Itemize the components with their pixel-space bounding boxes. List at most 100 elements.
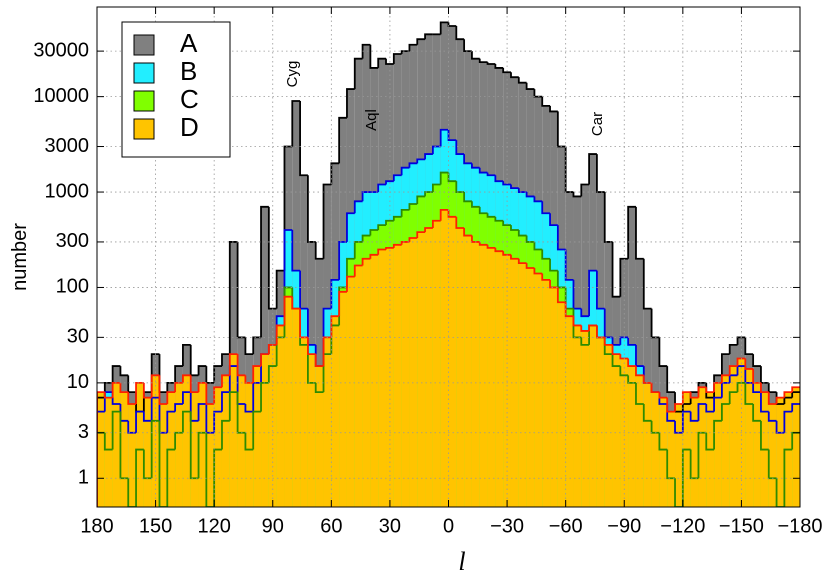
legend-swatch [133, 62, 155, 84]
histogram-outline [556, 225, 566, 251]
histogram-outline [525, 235, 535, 243]
histogram-outline [494, 247, 504, 253]
histogram-outline [431, 183, 441, 193]
histogram-outline [346, 275, 355, 292]
histogram-outline [478, 241, 488, 246]
histogram-bar [425, 227, 433, 507]
legend-swatch [133, 90, 155, 112]
histogram-bar [292, 308, 301, 507]
histogram-bar [604, 344, 613, 507]
histogram-outline [775, 478, 785, 507]
histogram-outline [455, 26, 465, 41]
histogram-outline [439, 128, 449, 147]
histogram-outline [197, 381, 207, 393]
histogram-bar [198, 382, 207, 507]
histogram-outline [619, 366, 629, 377]
histogram-outline [244, 432, 254, 451]
histogram-bar [745, 368, 754, 507]
histogram-outline [752, 354, 761, 367]
histogram-bar [714, 382, 722, 507]
histogram-outline [330, 279, 340, 309]
legend-swatch [133, 34, 155, 56]
histogram-outline [572, 192, 582, 198]
histogram-outline [728, 365, 738, 376]
histogram-outline [744, 358, 754, 370]
histogram-outline [197, 431, 207, 479]
histogram-bar [643, 382, 652, 507]
histogram-outline [697, 403, 707, 421]
histogram-bar [206, 404, 215, 507]
histogram-bar [97, 392, 105, 507]
histogram-bar [261, 354, 269, 507]
histogram-bar [518, 263, 527, 507]
histogram-outline [478, 167, 488, 174]
histogram-outline [385, 219, 394, 226]
histogram-outline [314, 382, 324, 394]
histogram-outline [369, 229, 379, 236]
y-tick-label: 1000 [45, 180, 90, 202]
histogram-bar [346, 276, 355, 507]
histogram-outline [580, 308, 590, 318]
histogram-outline [705, 432, 715, 451]
histogram-outline [369, 253, 379, 259]
histogram-outline [580, 183, 590, 197]
histogram-outline [236, 241, 246, 339]
histogram-outline [408, 43, 418, 52]
histogram-outline [252, 365, 262, 383]
histogram-outline [525, 263, 535, 269]
histogram-outline [760, 420, 769, 451]
histogram-outline [549, 279, 558, 289]
legend-label: D [180, 112, 199, 142]
histogram-outline [611, 354, 621, 367]
histogram-outline [205, 382, 215, 405]
histogram-outline [424, 227, 433, 233]
histogram-outline [674, 403, 683, 412]
histogram-outline [205, 366, 215, 384]
histogram-outline [97, 391, 105, 507]
histogram-outline [486, 62, 496, 65]
histogram-outline [385, 180, 394, 185]
histogram-outline [658, 392, 668, 399]
histogram-outline [580, 337, 590, 346]
histogram-outline [494, 216, 504, 222]
histogram-outline [127, 478, 137, 507]
histogram-bar [175, 382, 183, 507]
histogram-outline [588, 269, 597, 317]
histogram-outline [221, 391, 230, 412]
x-axis-label: l [458, 547, 465, 576]
histogram-outline [549, 258, 558, 272]
histogram-outline [322, 183, 332, 259]
histogram-outline [127, 392, 137, 405]
histogram-outline [97, 396, 105, 507]
histogram-bar [401, 241, 410, 507]
histogram-bar [768, 404, 777, 507]
histogram-outline [400, 166, 410, 176]
x-tick-label: 90 [262, 515, 284, 537]
legend-swatch [133, 118, 155, 140]
histogram-outline [346, 212, 355, 242]
histogram-outline [463, 227, 472, 237]
histogram-outline [791, 386, 800, 393]
histogram-outline [463, 192, 472, 203]
plot-frame [96, 6, 801, 508]
histogram-outline [627, 337, 636, 346]
histogram-outline [603, 192, 613, 243]
histogram-outline [353, 200, 363, 214]
histogram-bar [675, 404, 683, 507]
histogram-outline [564, 302, 574, 318]
histogram-outline [502, 67, 511, 74]
histogram-outline [752, 368, 761, 384]
histogram-outline [767, 411, 777, 422]
histogram-outline [385, 246, 394, 250]
histogram-outline [103, 432, 113, 451]
histogram-outline [767, 392, 777, 405]
histogram-outline [705, 404, 715, 413]
histogram-outline [416, 231, 426, 238]
annotation: Aql [363, 109, 380, 131]
histogram-bar [143, 397, 152, 507]
histogram-bar [323, 337, 332, 507]
histogram-outline [603, 337, 613, 346]
histogram-outline [369, 44, 379, 69]
histogram-outline [627, 205, 636, 259]
